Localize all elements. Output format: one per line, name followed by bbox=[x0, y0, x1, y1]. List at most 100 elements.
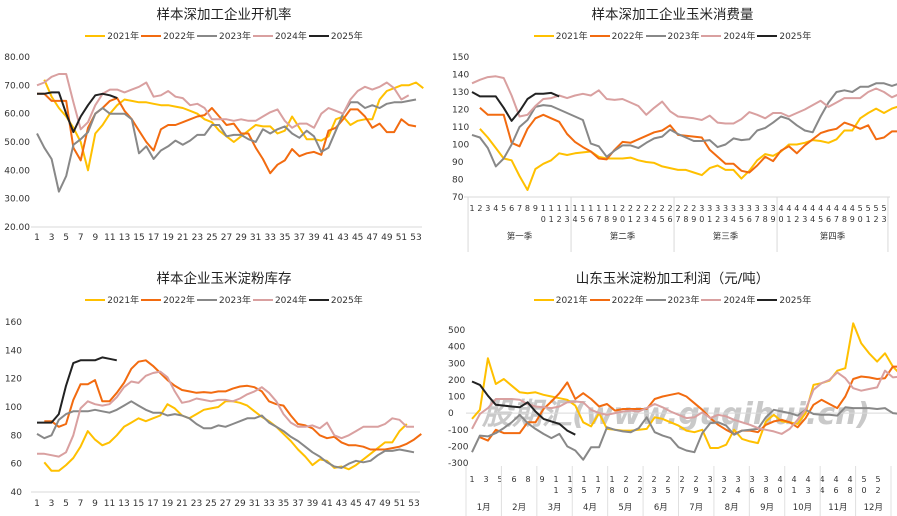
x-tick-label: 6 bbox=[749, 486, 754, 495]
y-tick-label: 80.00 bbox=[4, 53, 30, 63]
series-line-2024 bbox=[471, 75, 897, 125]
x-tick-label: 13 bbox=[118, 499, 129, 509]
x-tick-label: 4 bbox=[810, 204, 815, 213]
month-label: 10月 bbox=[793, 503, 812, 513]
legend-label: 2023年 bbox=[219, 296, 251, 306]
x-tick-label: 0 bbox=[699, 215, 704, 224]
x-tick-label: 3 bbox=[49, 233, 55, 243]
x-tick-label: 1 bbox=[469, 475, 474, 484]
x-tick-label: 8 bbox=[847, 486, 852, 495]
x-tick-label: 9 bbox=[691, 215, 696, 224]
x-tick-label: 45 bbox=[350, 499, 361, 509]
x-tick-label: 3 bbox=[707, 204, 712, 213]
x-tick-label: 7 bbox=[679, 486, 684, 495]
x-tick-label: 1 bbox=[612, 204, 617, 213]
x-tick-label: 2 bbox=[636, 215, 641, 224]
legend-label: 2022年 bbox=[163, 296, 196, 306]
legend-swatch bbox=[197, 298, 218, 301]
x-tick-label: 4 bbox=[818, 204, 823, 213]
legend-label: 2023年 bbox=[219, 32, 251, 42]
x-tick-label: 1 bbox=[609, 475, 614, 484]
y-tick-label: 110 bbox=[452, 123, 469, 133]
x-tick-label: 1 bbox=[567, 475, 572, 484]
x-tick-label: 5 bbox=[63, 499, 69, 509]
x-tick-label: 4 bbox=[834, 204, 839, 213]
x-tick-label: 19 bbox=[162, 499, 174, 509]
x-tick-label: 5 bbox=[665, 486, 670, 495]
x-tick-label: 6 bbox=[826, 215, 831, 224]
series-line-2024 bbox=[37, 370, 414, 458]
y-tick-label: 140 bbox=[5, 346, 22, 356]
x-tick-label: 1 bbox=[588, 204, 593, 213]
x-tick-label: 1 bbox=[553, 486, 558, 495]
quarter-label: 第四季 bbox=[820, 231, 846, 242]
x-tick-label: 13 bbox=[119, 233, 130, 243]
x-tick-label: 1 bbox=[707, 215, 712, 224]
x-tick-label: 3 bbox=[644, 215, 649, 224]
y-tick-label: 50.00 bbox=[4, 138, 30, 148]
x-tick-label: 3 bbox=[651, 486, 656, 495]
x-tick-label: 7 bbox=[596, 215, 601, 224]
y-tick-label: 130 bbox=[452, 88, 469, 98]
x-tick-label: 7 bbox=[755, 215, 760, 224]
x-tick-label: 43 bbox=[336, 499, 347, 509]
x-tick-label: 3 bbox=[699, 204, 704, 213]
x-tick-label: 3 bbox=[721, 475, 726, 484]
legend-label: 2025年 bbox=[779, 296, 812, 306]
x-tick-label: 3 bbox=[805, 486, 810, 495]
x-tick-label: 3 bbox=[715, 204, 720, 213]
legend-item: 2022年 bbox=[141, 29, 195, 42]
x-tick-label: 3 bbox=[735, 475, 740, 484]
x-tick-label: 1 bbox=[553, 475, 558, 484]
legend-label: 2021年 bbox=[555, 296, 588, 306]
legend-label: 2022年 bbox=[611, 296, 644, 306]
x-tick-label: 1 bbox=[34, 233, 40, 243]
x-tick-label: 7 bbox=[595, 486, 600, 495]
legend-swatch bbox=[85, 298, 106, 301]
x-tick-label: 2 bbox=[691, 204, 696, 213]
x-tick-label: 6 bbox=[668, 215, 673, 224]
legend-label: 2025年 bbox=[330, 296, 363, 306]
x-tick-label: 6 bbox=[588, 215, 593, 224]
x-tick-label: 1 bbox=[707, 486, 712, 495]
x-tick-label: 9 bbox=[612, 215, 617, 224]
x-tick-label: 11 bbox=[104, 499, 115, 509]
x-tick-label: 1 bbox=[549, 204, 554, 213]
y-tick-label: 100 bbox=[5, 403, 22, 413]
x-tick-label: 23 bbox=[192, 233, 203, 243]
legend-label: 2021年 bbox=[107, 32, 140, 42]
x-tick-label: 3 bbox=[731, 204, 736, 213]
x-tick-label: 5 bbox=[858, 204, 863, 213]
legend-item: 2025年 bbox=[308, 29, 363, 42]
x-tick-label: 4 bbox=[819, 486, 824, 495]
legend-swatch bbox=[141, 298, 162, 301]
x-tick-label: 2 bbox=[794, 215, 799, 224]
x-tick-label: 4 bbox=[777, 475, 782, 484]
legend-swatch bbox=[645, 34, 666, 37]
legend-swatch bbox=[701, 298, 722, 301]
x-tick-label: 6 bbox=[747, 215, 752, 224]
x-tick-label: 9 bbox=[850, 215, 855, 224]
x-tick-label: 35 bbox=[278, 499, 289, 509]
legend-label: 2022年 bbox=[611, 32, 644, 42]
legend-label: 2025年 bbox=[330, 32, 363, 42]
x-tick-label: 2 bbox=[874, 215, 879, 224]
x-tick-label: 19 bbox=[162, 233, 174, 243]
x-tick-label: 5 bbox=[875, 475, 880, 484]
x-tick-label: 2 bbox=[628, 204, 633, 213]
y-tick-label: 90 bbox=[452, 158, 464, 168]
x-tick-label: 3 bbox=[723, 204, 728, 213]
month-label: 6月 bbox=[654, 503, 668, 513]
series-line-2024 bbox=[471, 369, 897, 435]
x-tick-label: 2 bbox=[693, 475, 698, 484]
x-tick-label: 25 bbox=[205, 499, 216, 509]
x-tick-label: 1 bbox=[791, 486, 796, 495]
legend-item: 2025年 bbox=[308, 293, 363, 306]
x-tick-label: 3 bbox=[749, 475, 754, 484]
x-tick-label: 1 bbox=[541, 204, 546, 213]
x-tick-label: 39 bbox=[308, 233, 320, 243]
chart-legend: 2021年 2022年 2023年 2024年 2025年 bbox=[0, 29, 448, 42]
x-tick-label: 0 bbox=[623, 486, 628, 495]
x-tick-label: 4 bbox=[791, 475, 796, 484]
